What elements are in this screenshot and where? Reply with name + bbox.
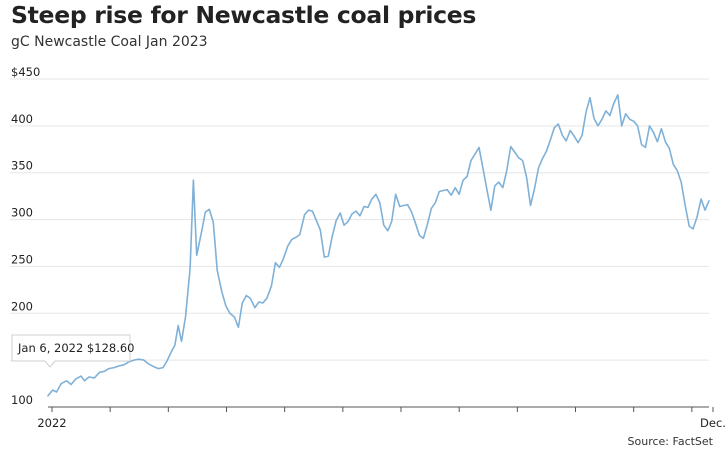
- grid-layer: [10, 78, 709, 361]
- tooltip-layer: Jan 6, 2022 $128.60: [11, 334, 135, 368]
- tooltip-label: Jan 6, 2022 $128.60: [17, 341, 135, 355]
- y-tick-label-350: 350: [11, 159, 33, 173]
- chart-title: Steep rise for Newcastle coal prices: [11, 1, 477, 29]
- tooltip-box: [11, 334, 131, 368]
- y-tick-label-100: 100: [11, 393, 33, 407]
- series-layer: [47, 94, 710, 397]
- x-tick-label-dec: Dec.: [700, 416, 726, 430]
- y-tick-label-300: 300: [11, 206, 33, 220]
- chart-subtitle: gC Newcastle Coal Jan 2023: [11, 34, 208, 50]
- y-tick-label-450: $450: [11, 65, 40, 79]
- series-line-0[interactable]: [47, 94, 710, 397]
- source-note: Source: FactSet: [627, 435, 713, 448]
- y-tick-label-400: 400: [11, 112, 33, 126]
- y-tick-label-200: 200: [11, 299, 33, 313]
- tooltip: Jan 6, 2022 $128.60: [11, 334, 135, 368]
- x-tick-label-2022: 2022: [37, 416, 66, 430]
- y-tick-label-250: 250: [11, 252, 33, 266]
